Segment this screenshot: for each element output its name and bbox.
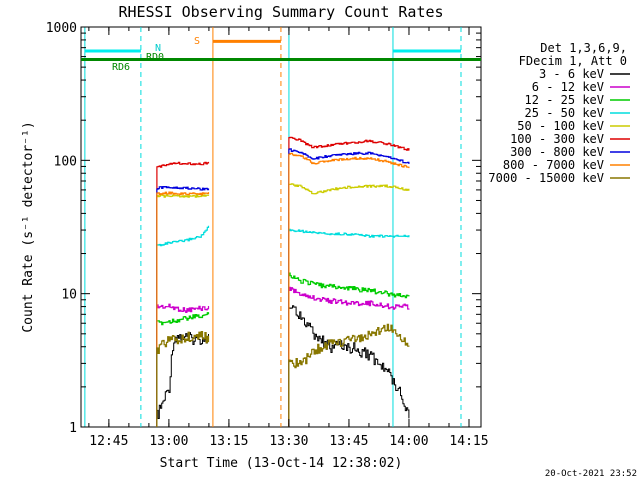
series-line-6-segment-1 [288,148,410,427]
series-line-3-segment-1 [288,228,410,427]
timestamp: 20-Oct-2021 23:52 [545,469,637,479]
legend-label-3: 25 - 50 keV [525,106,604,120]
series-line-2-segment-0 [156,312,210,427]
data-series [156,136,410,427]
x-tick-label-6: 14:15 [449,434,488,449]
legend-label-6: 300 - 800 keV [510,145,604,159]
y-tick-label-1: 10 [61,288,77,303]
series-line-1-segment-0 [156,303,210,427]
y-tick-label-0: 1 [69,421,77,436]
series-line-2-segment-1 [288,272,410,427]
decim-label-rd0: RD0 [146,52,164,63]
legend-header-det: Det 1,3,6,9, [540,41,627,55]
series-line-4-segment-0 [156,194,210,427]
x-axis-title: Start Time (13-Oct-14 12:38:02) [160,456,403,471]
series-line-0-segment-1 [288,305,410,427]
y-tick-label-2: 100 [54,154,77,169]
series-line-6-segment-0 [156,186,210,427]
series-line-8-segment-1 [288,323,410,427]
series-line-5-segment-1 [288,136,410,427]
series-line-8-segment-0 [156,331,210,427]
legend-label-8: 7000 - 15000 keV [488,171,604,185]
legend-label-2: 12 - 25 keV [525,93,604,107]
legend-label-7: 800 - 7000 keV [503,158,604,172]
x-tick-label-5: 14:00 [389,434,428,449]
legend-label-0: 3 - 6 keV [539,67,604,81]
axis-ticks: 12:45 13:00 13:15 13:30 13:45 14:00 14:15 1 10 10… [46,21,489,449]
y-tick-label-3: 1000 [46,21,77,36]
legend-label-1: 6 - 12 keV [532,80,604,94]
chart-title: RHESSI Observing Summary Count Rates [118,3,443,21]
legend-label-4: 50 - 100 keV [517,119,604,133]
series-line-1-segment-1 [288,286,410,427]
x-tick-label-2: 13:15 [209,434,248,449]
x-tick-label-4: 13:45 [329,434,368,449]
series-line-7-segment-0 [156,191,210,427]
marker-lines [81,27,481,427]
decim-label-rd6: RD6 [112,62,130,73]
x-tick-label-0: 12:45 [89,434,128,449]
legend-label-5: 100 - 300 keV [510,132,604,146]
series-line-3-segment-0 [156,225,210,427]
series-line-7-segment-1 [288,152,410,427]
series-line-4-segment-1 [288,183,410,427]
series-line-5-segment-0 [156,161,210,427]
x-tick-label-1: 13:00 [149,434,188,449]
y-axis-title: Count Rate (s⁻¹ detector⁻¹) [21,121,36,332]
legend-header-fdecim: FDecim 1, Att 0 [519,54,627,68]
x-tick-label-3: 13:30 [269,434,308,449]
night-marker-label: N [155,43,161,54]
saa-marker-label: S [194,36,200,47]
